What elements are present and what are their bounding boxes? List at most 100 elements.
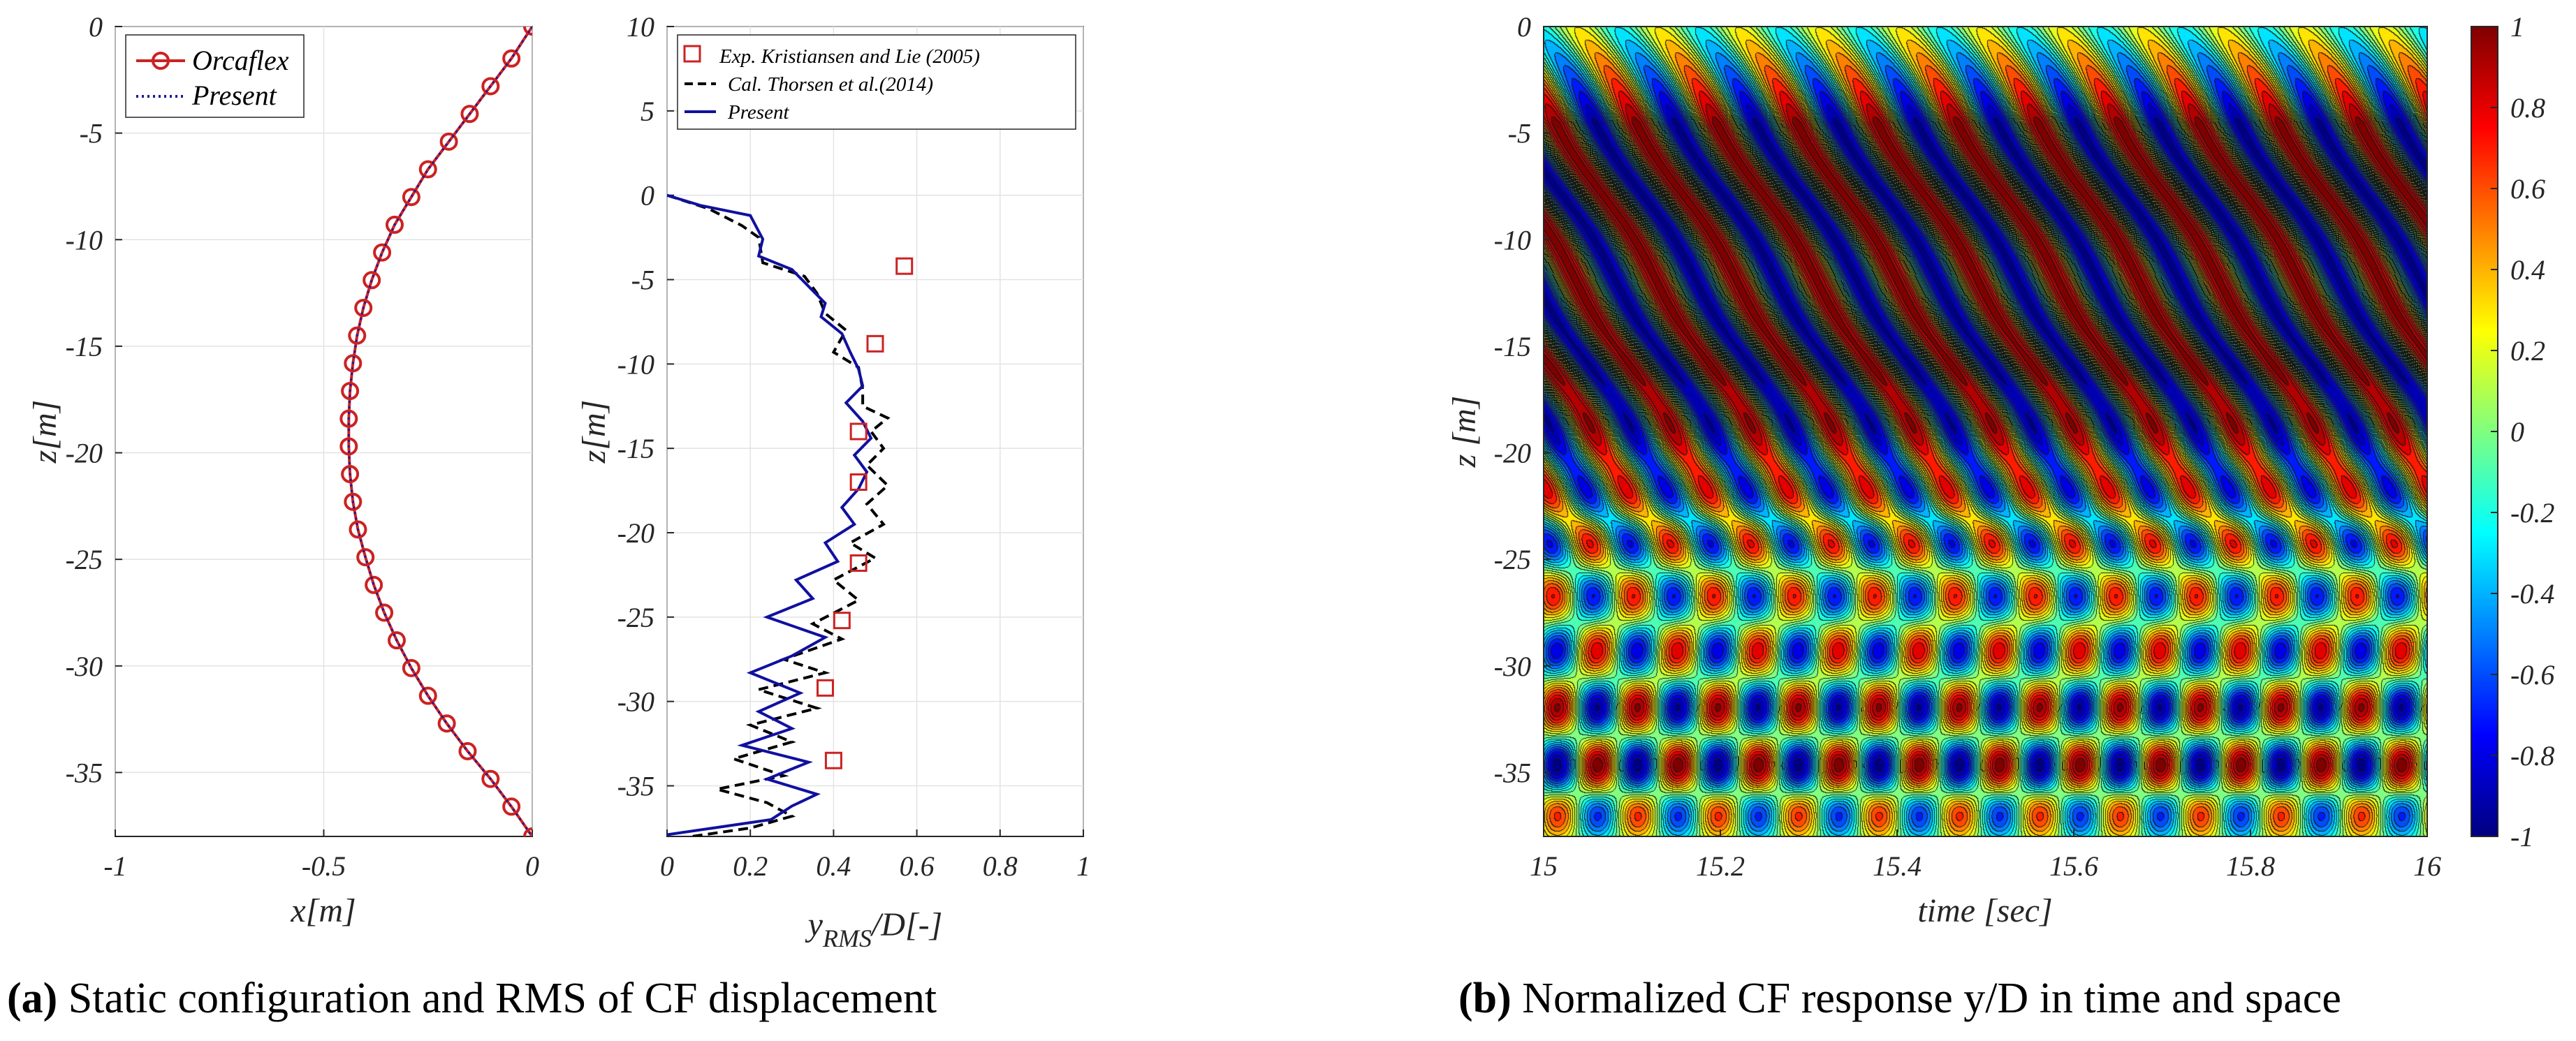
data-marks (339, 27, 532, 836)
plot-frame (1543, 26, 2428, 837)
colorbar-tick-label: -1 (2510, 821, 2533, 852)
caption-b-label: (b) (1458, 975, 1512, 1022)
caption-b: (b) Normalized CF response y/D in time a… (1458, 975, 2341, 1022)
rms-displacement-plot: 0 0.2 0.4 0.6 0.8 1 10 5 0 -5 -10 -15 -20 -25 -30 -35 y… (576, 11, 1090, 952)
exp-point (849, 554, 868, 572)
y-axis-label: z[m] (576, 400, 613, 464)
exp-point (833, 612, 851, 630)
exp-point (816, 679, 834, 697)
x-tick-label: 15.2 (1696, 850, 1745, 882)
orcaflex-point (356, 548, 375, 567)
x-tick-label: 0.2 (733, 850, 768, 882)
legend: Exp. Kristiansen and Lie (2005) Cal. Tho… (677, 34, 1076, 130)
y-tick-label: 5 (641, 96, 654, 127)
orcaflex-point (373, 243, 392, 262)
orcaflex-point (348, 326, 367, 345)
x-tick-label: 0 (525, 850, 539, 882)
legend-box (125, 34, 305, 118)
orcaflex-point (365, 575, 383, 594)
y-tick-label: -15 (66, 331, 103, 362)
orcaflex-point (375, 603, 394, 622)
orcaflex-point (339, 437, 358, 456)
y-tick-label: -5 (80, 118, 103, 149)
contour-field (1544, 27, 2427, 836)
colorbar-tick-label: -0.2 (2510, 497, 2554, 529)
y-tick-label: -30 (617, 686, 654, 718)
orcaflex-point (460, 105, 479, 124)
x-axis-label: x[m] (290, 892, 356, 929)
colorbar-tick-label: 0.2 (2510, 335, 2545, 367)
orcaflex-point (385, 215, 404, 234)
exp-point (824, 751, 842, 769)
orcaflex-point (363, 271, 381, 290)
orcaflex-point (339, 409, 358, 428)
x-tick-label: 15.8 (2226, 850, 2275, 882)
x-tick-label: 16 (2413, 850, 2441, 882)
y-tick-label: -30 (1494, 651, 1531, 682)
legend-marker-exp (683, 45, 701, 63)
orcaflex-point (418, 160, 437, 179)
orcaflex-point (439, 132, 458, 151)
orcaflex-point (402, 658, 420, 677)
x-tick-label: 15.4 (1873, 850, 1922, 882)
y-tick-label: -35 (617, 771, 654, 802)
y-tick-label: 0 (1517, 11, 1531, 43)
data-marks (667, 193, 914, 836)
orcaflex-point (458, 741, 477, 760)
exp-point (849, 422, 868, 441)
y-tick-label: -35 (1494, 757, 1531, 788)
tick-labels: -1 -0.5 0 0 -5 -10 -15 -20 -25 -30 -35 (66, 11, 539, 882)
x-tick-label: 1 (1076, 850, 1090, 882)
y-tick-label: -30 (66, 651, 103, 682)
x-tick-label: 0.6 (900, 850, 935, 882)
orcaflex-point (502, 49, 521, 68)
y-tick-label: -10 (617, 348, 654, 380)
orcaflex-point (481, 77, 500, 96)
orcaflex-point (418, 686, 437, 705)
y-tick-label: -15 (1494, 331, 1531, 362)
series-present-line (667, 193, 873, 836)
caption-a-label: (a) (7, 975, 57, 1022)
colorbar-tick-label: -0.4 (2510, 578, 2554, 610)
cf-response-contour-plot: 15 15.2 15.4 15.6 15.8 160-5-10-15-20-25-30-3… (1446, 11, 2554, 929)
legend-marker-orcaflex (152, 52, 170, 70)
y-tick-label: 0 (89, 11, 103, 43)
caption-a: (a) Static configuration and RMS of CF d… (7, 975, 937, 1022)
y-tick-label: 0 (641, 180, 654, 212)
grid (115, 26, 533, 836)
tick-labels: 0 0.2 0.4 0.6 0.8 1 10 5 0 -5 -10 -15 -20 -25 -30 -35 (617, 11, 1090, 882)
colorbar-tick-label: -0.8 (2510, 740, 2554, 771)
plot-frame (666, 26, 1084, 837)
colorbar-tick-label: 0.4 (2510, 254, 2545, 286)
colorbar-tick-label: 1 (2510, 11, 2524, 43)
y-tick-label: -25 (66, 544, 103, 575)
legend-box (677, 34, 1076, 130)
orcaflex-point (481, 769, 500, 788)
colorbar-ticks: 1 0.8 0.6 0.4 0.2 0 -0.2 -0.4 -0.6 -0.8 -1 (2491, 11, 2554, 852)
legend: Orcaflex Present (125, 34, 305, 118)
exp-point (849, 473, 868, 491)
orcaflex-point (344, 354, 363, 373)
y-tick-label: -20 (66, 438, 103, 469)
y-tick-label: -20 (1494, 438, 1531, 469)
orcaflex-point (387, 631, 406, 650)
y-axis-label: z[m] (27, 400, 64, 464)
x-tick-label: -1 (103, 850, 126, 882)
orcaflex-point (344, 492, 363, 511)
legend-label-present: Present (191, 80, 277, 111)
x-tick-label: 15.6 (2049, 850, 2098, 882)
x-tick-label: 0.8 (983, 850, 1018, 882)
y-tick-label: -10 (66, 224, 103, 256)
static-configuration-plot: -1 -0.5 0 0 -5 -10 -15 -20 -25 -30 -35 x[m] z[m] O… (27, 11, 539, 929)
y-tick-label: -5 (631, 265, 654, 296)
y-tick-label: -25 (1494, 544, 1531, 575)
x-axis-label: time [sec] (1917, 892, 2052, 929)
orcaflex-point (349, 520, 367, 539)
x-tick-label: 0.4 (816, 850, 851, 882)
caption-a-text: Static configuration and RMS of CF displ… (57, 975, 937, 1022)
orcaflex-point (402, 188, 420, 207)
colorbar-tick-label: 0 (2510, 416, 2524, 448)
x-tick-label: 15 (1530, 850, 1558, 882)
legend-label-present: Present (727, 101, 789, 124)
